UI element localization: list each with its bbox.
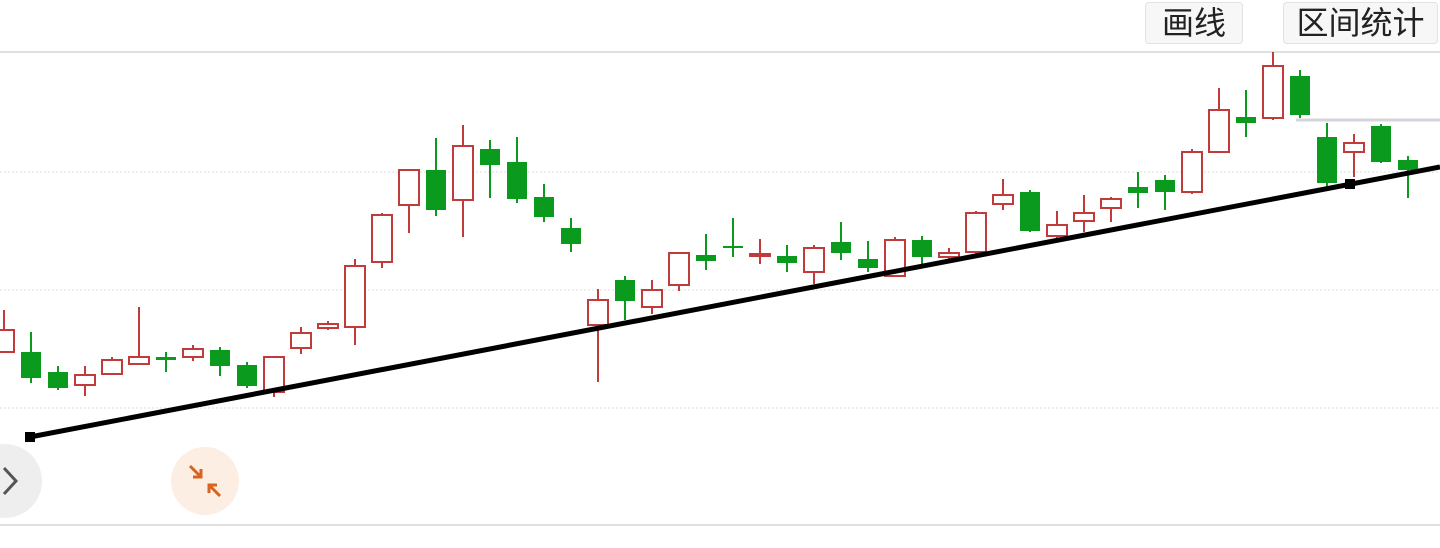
candle-body [344,265,366,328]
candle-body [884,239,906,277]
candle-body [1317,137,1337,183]
candle-body [803,247,825,273]
candle-body [1208,109,1230,153]
candle-body [668,252,690,286]
draw-button[interactable]: 画线 [1145,2,1243,44]
candle-body [237,365,257,386]
candle-body [561,228,581,244]
collapse-button[interactable] [171,447,239,515]
candle-body [1128,187,1148,193]
trend-line[interactable] [29,164,1440,440]
candle-body [507,162,527,199]
expand-button[interactable] [0,444,42,518]
candle-body [965,212,987,253]
candle-body [156,357,176,360]
expand-icon [2,466,19,496]
candle-body [101,359,123,375]
candle-body [1398,160,1418,170]
trend-handle[interactable] [1345,179,1355,189]
candle-body [426,170,446,210]
candle-body [74,374,96,386]
candle-body [696,255,716,261]
candle-body [317,323,339,329]
candle-body [749,253,771,257]
candle-body [641,289,663,308]
candle-body [1155,180,1175,192]
candle-body [1343,142,1365,153]
candle-body [992,194,1014,205]
candle-body [210,350,230,366]
candle-body [912,240,932,257]
candle-body [1100,198,1122,209]
candle-body [290,332,312,349]
candle-body [1046,224,1068,237]
candle-body [1020,192,1040,231]
candle-body [21,352,41,378]
candle-body [1290,76,1310,115]
collapse-icon [188,464,222,498]
candle-body [777,256,797,263]
candle-body [1181,151,1203,193]
candle-body [587,299,609,326]
candle-body [48,372,68,388]
candle-body [534,197,554,217]
candle-body [1073,212,1095,222]
candle-body [1236,117,1256,123]
candle-body [858,259,878,268]
candle-body [615,280,635,301]
candle-body [723,246,743,248]
candle-body [371,214,393,263]
candle-body [0,329,15,353]
candle-body [1371,126,1391,162]
trend-handle[interactable] [25,432,35,442]
range-button[interactable]: 区间统计 [1283,2,1438,44]
candle-body [1262,65,1284,119]
candle-body [128,356,150,365]
candle-body [480,149,500,165]
candle-body [182,348,204,358]
candle-body [452,145,474,201]
candle-body [398,169,420,206]
candle-body [938,252,960,258]
candle-body [831,242,851,253]
